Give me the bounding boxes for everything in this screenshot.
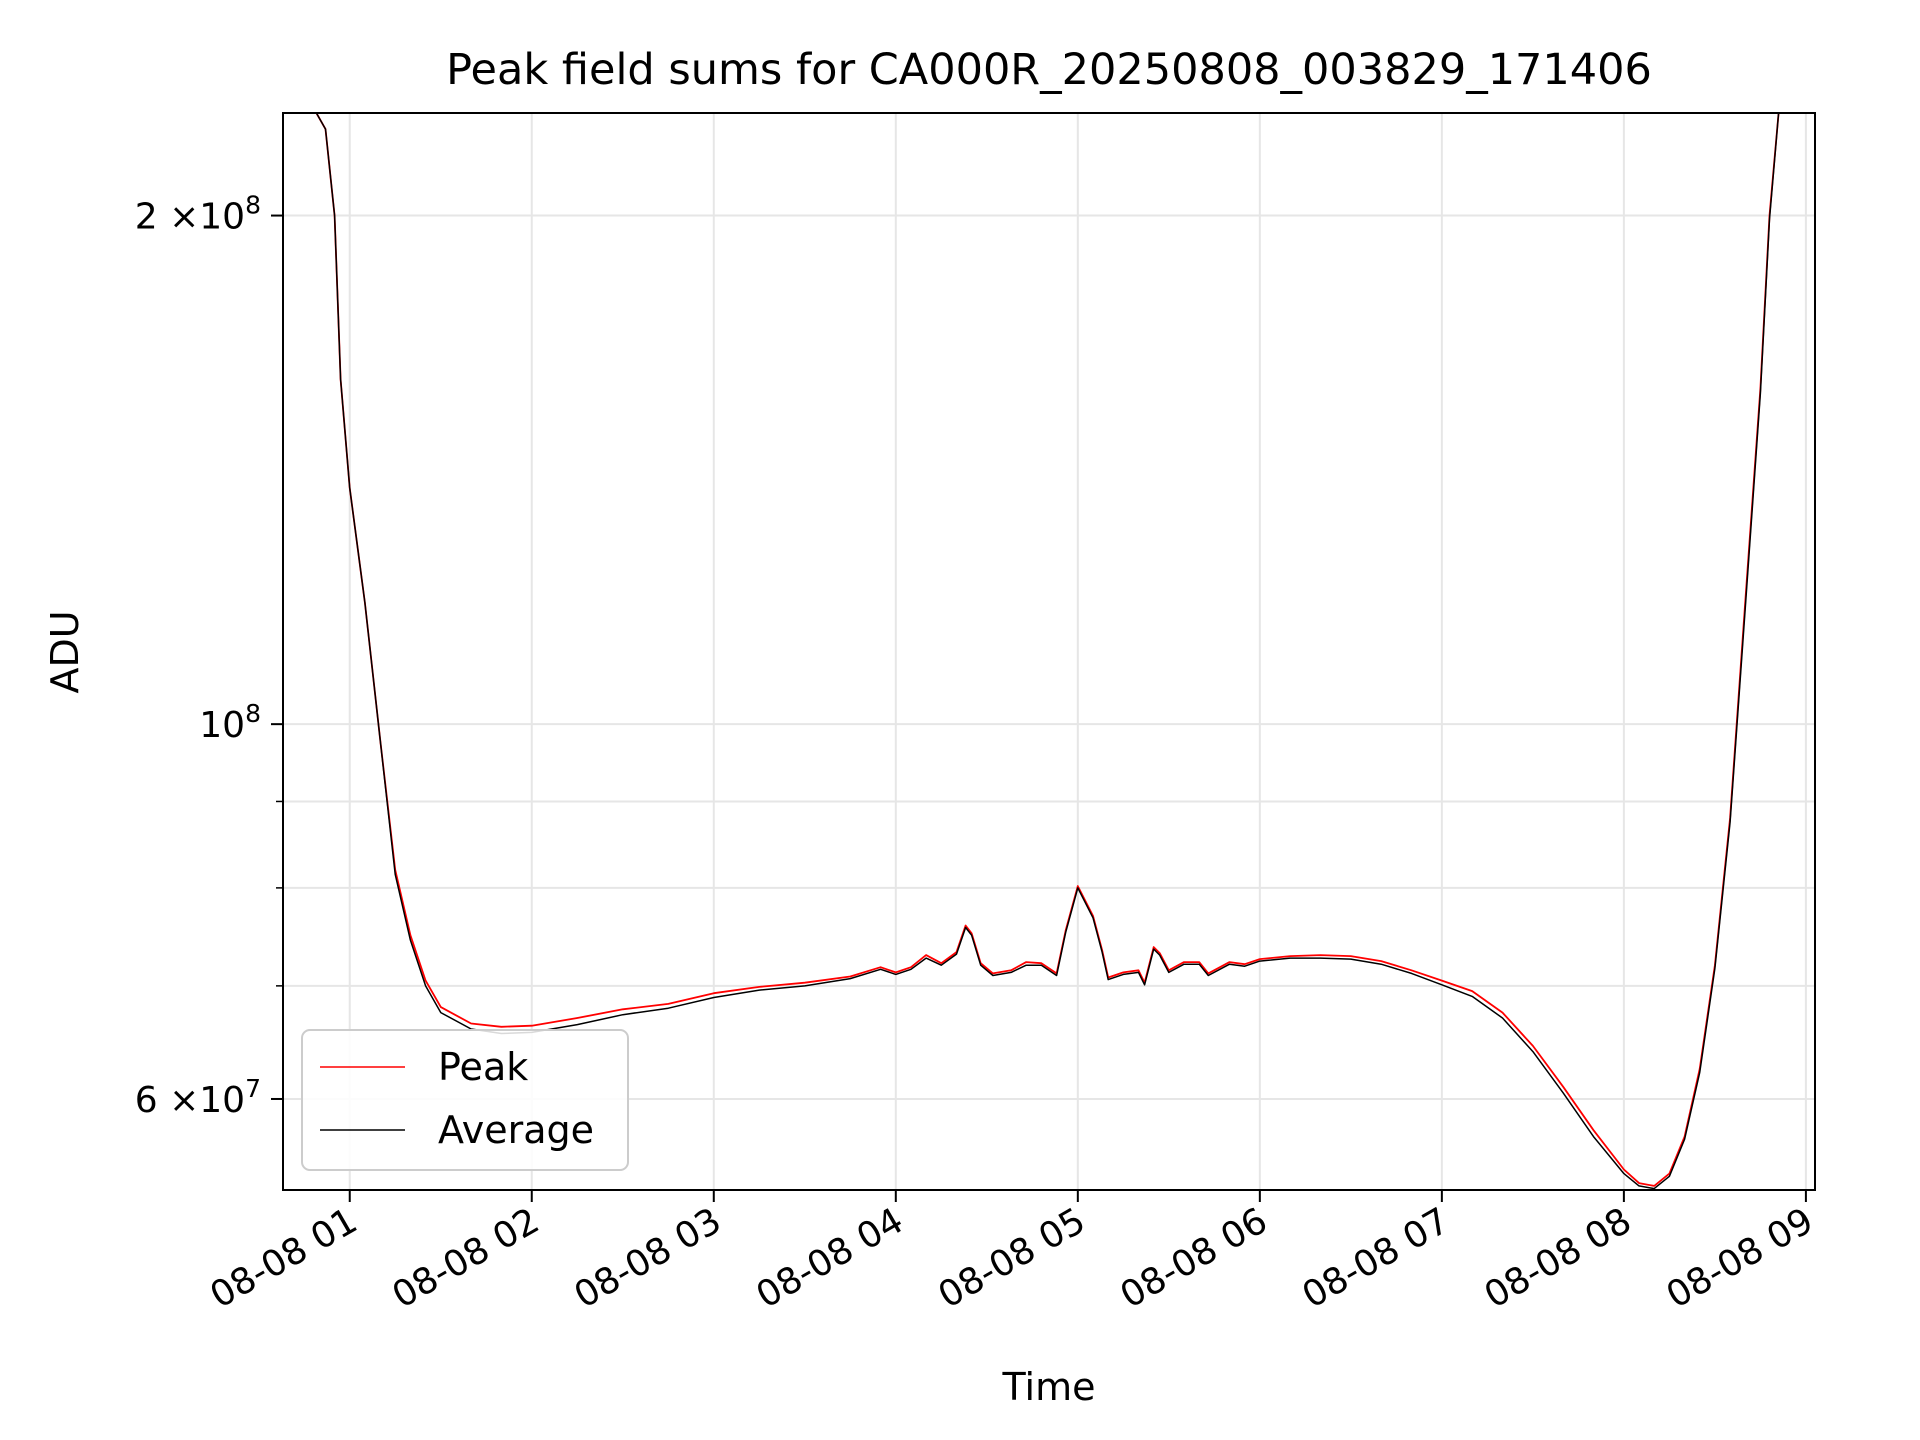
legend: Peak Average (301, 1029, 629, 1171)
chart-title: Peak field sums for CA000R_20250808_0038… (446, 45, 1652, 95)
grid (283, 113, 1815, 1190)
series-line-peak (283, 113, 1815, 1187)
y-tick-label: 6 ×107 (135, 1074, 261, 1121)
legend-label-average: Average (438, 1108, 594, 1152)
y-axis-ticks: 6 ×107 108 2 ×108 (135, 191, 283, 1121)
y-tick-label: 2 ×108 (135, 191, 261, 238)
legend-label-peak: Peak (438, 1045, 528, 1089)
y-axis-label: ADU (43, 610, 87, 693)
legend-box (301, 1029, 629, 1171)
y-tick-label: 108 (199, 699, 261, 746)
x-axis-label: Time (1002, 1365, 1096, 1409)
plot-frame (282, 112, 1816, 1191)
